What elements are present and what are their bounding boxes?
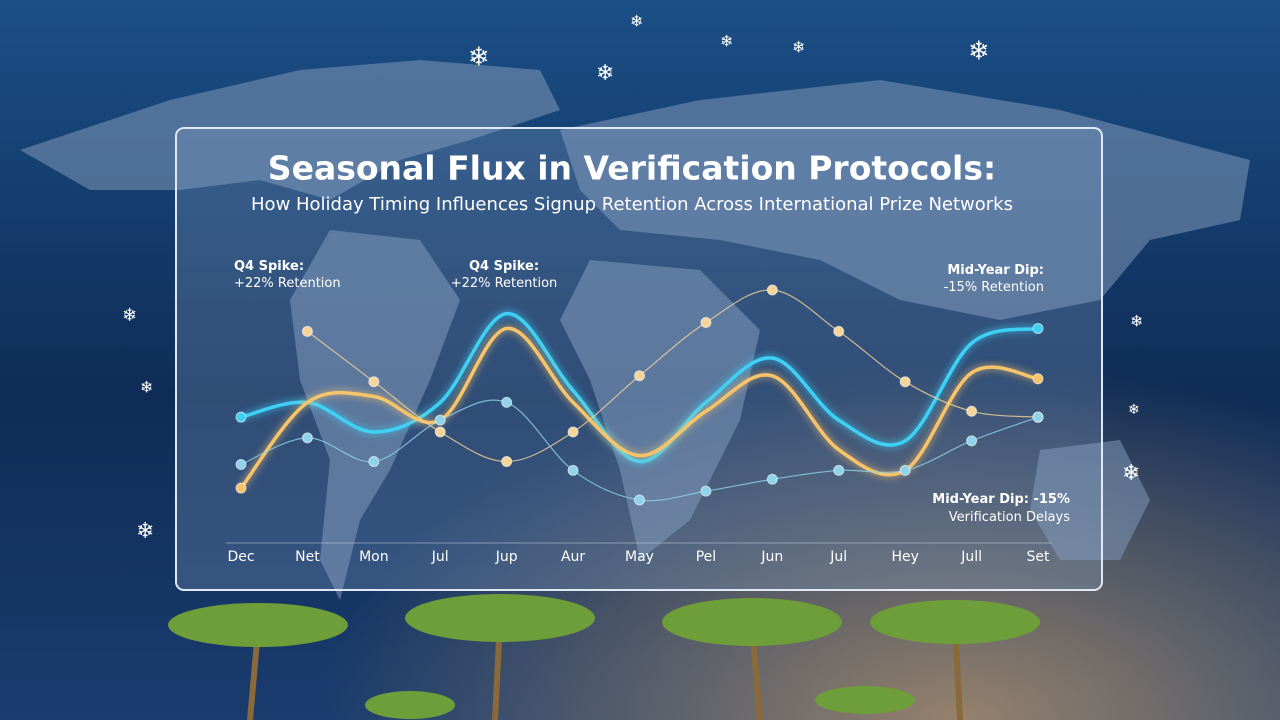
point	[634, 494, 645, 506]
x-tick-label: Net	[295, 549, 320, 565]
point	[966, 435, 978, 447]
x-tick-label: Aur	[561, 549, 585, 565]
series-line	[240, 311, 1039, 464]
x-tick-label: Jun	[760, 549, 783, 565]
point	[567, 464, 579, 476]
x-tick-label: Pel	[696, 549, 716, 565]
x-tick-label: May	[625, 549, 654, 565]
x-tick-label: Dec	[227, 549, 254, 565]
point	[700, 485, 712, 497]
point	[235, 459, 247, 471]
point	[301, 432, 313, 444]
point	[966, 405, 978, 417]
point	[301, 325, 313, 337]
point	[766, 284, 778, 296]
svg-text:❄: ❄	[720, 32, 733, 51]
point	[501, 456, 513, 468]
chart-subtitle: How Holiday Timing Influences Signup Ret…	[251, 194, 1013, 215]
svg-text:❄: ❄	[968, 37, 990, 67]
world-map	[20, 60, 1250, 600]
svg-text:❄: ❄	[1128, 402, 1140, 418]
point	[368, 456, 380, 468]
point	[235, 482, 247, 494]
point	[434, 414, 446, 426]
svg-text:❄: ❄	[792, 38, 805, 57]
palm-trees	[168, 594, 1040, 720]
point	[1032, 411, 1044, 423]
point	[833, 464, 845, 476]
svg-text:❄: ❄	[140, 378, 153, 397]
svg-text:❄: ❄	[630, 12, 643, 31]
point	[1032, 373, 1044, 385]
point	[368, 376, 380, 388]
svg-text:❄: ❄	[1130, 312, 1143, 331]
svg-text:❄: ❄	[468, 43, 490, 73]
point	[700, 317, 712, 329]
x-tick-label: Jup	[495, 549, 518, 565]
point	[434, 426, 446, 438]
annotation: Mid-Year Dip: -15% Retention	[944, 263, 1044, 295]
point	[501, 396, 513, 408]
svg-text:❄: ❄	[136, 519, 154, 544]
x-tick-label: Hey	[891, 549, 918, 565]
x-tick-label: Set	[1027, 549, 1051, 565]
svg-text:❄: ❄	[1122, 461, 1140, 486]
x-tick-label: Jul	[431, 549, 449, 565]
annotation: Q4 Spike: +22% Retention	[234, 259, 341, 291]
svg-text:❄: ❄	[122, 305, 137, 326]
point	[766, 473, 778, 485]
point	[634, 370, 645, 382]
point	[1032, 322, 1044, 334]
point	[235, 411, 247, 423]
snowflakes: ❄ ❄ ❄ ❄ ❄ ❄ ❄ ❄ ❄ ❄ ❄ ❄	[122, 12, 1143, 545]
annotation: Mid-Year Dip: -15% Verification Delays	[932, 492, 1070, 525]
annotation: Q4 Spike: +22% Retention	[451, 259, 558, 291]
point	[899, 464, 911, 476]
x-tick-label: Mon	[359, 549, 389, 565]
x-tick-label: Jul	[829, 549, 847, 565]
point	[567, 426, 579, 438]
svg-text:❄: ❄	[596, 61, 614, 86]
x-tick-label: Jull	[960, 549, 982, 565]
point	[899, 376, 911, 388]
point	[833, 325, 845, 337]
chart-title: Seasonal Flux in Verification Protocols:	[268, 149, 996, 188]
